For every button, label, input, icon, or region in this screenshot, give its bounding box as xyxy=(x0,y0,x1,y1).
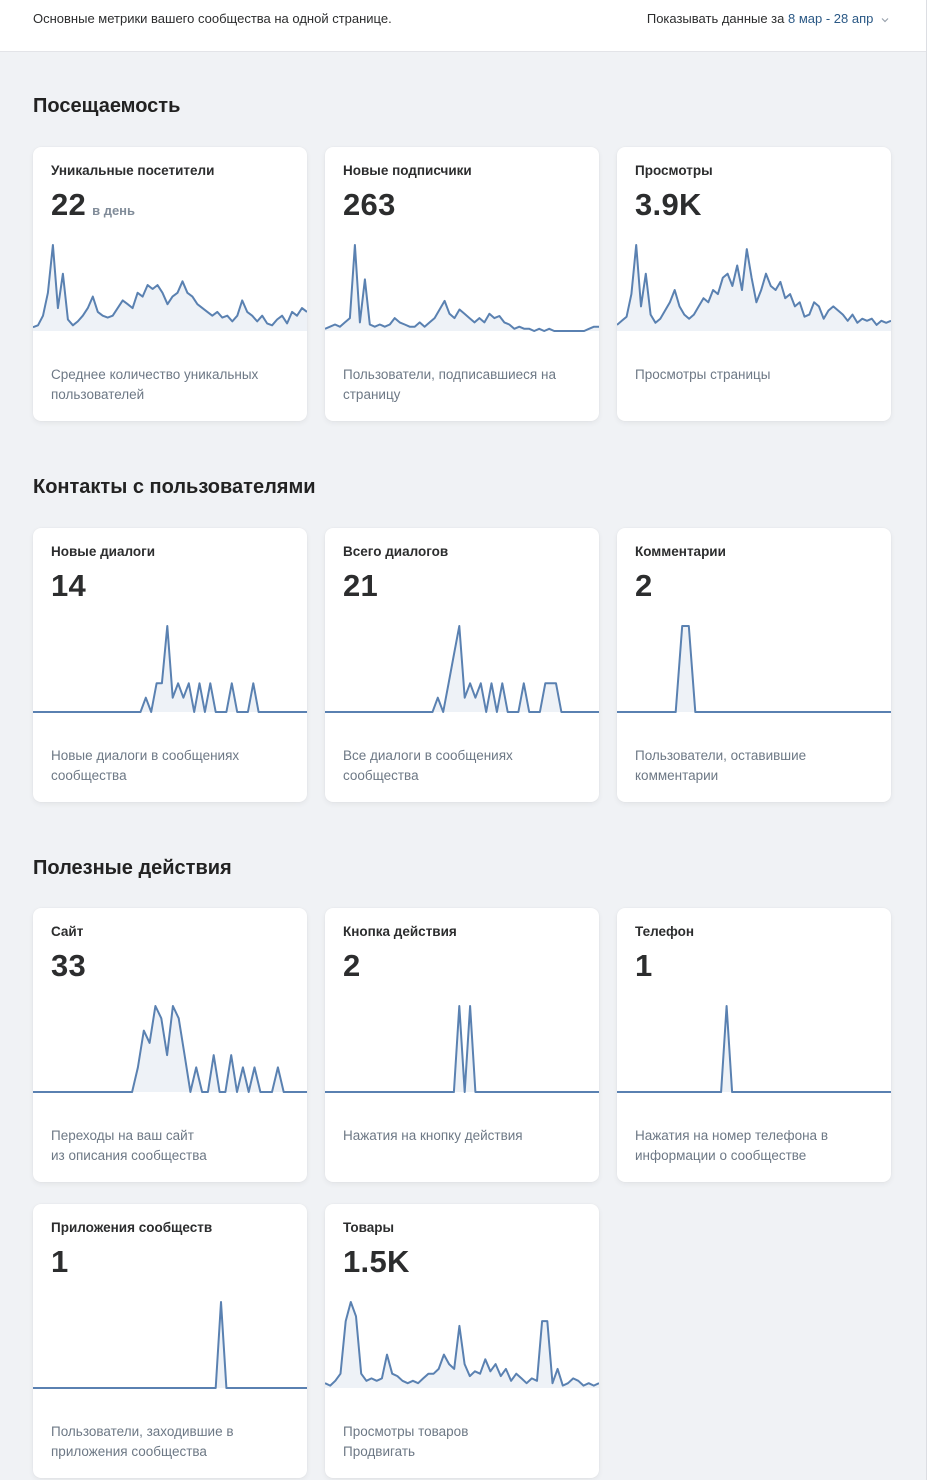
sparkline-line xyxy=(33,1301,307,1389)
metric-description: Переходы на ваш сайт из описания сообщест… xyxy=(51,1128,207,1163)
metric-description: Нажатия на номер телефона в информации о … xyxy=(635,1128,828,1163)
sparkline-chart xyxy=(33,1301,307,1389)
metric-title: Уникальные посетители xyxy=(51,163,215,178)
metric-card-comments[interactable]: Комментарии 2 Пользователи, оставившие ко… xyxy=(617,528,891,802)
section-title-contacts: Контакты с пользователями xyxy=(33,476,316,498)
sparkline-line xyxy=(325,1005,599,1093)
sparkline-line xyxy=(325,244,599,332)
period-range: 8 мар - 28 апр xyxy=(788,11,874,26)
sparkline-line xyxy=(325,625,599,713)
metric-title: Просмотры xyxy=(635,163,713,178)
metric-description: Все диалоги в сообщениях сообщества xyxy=(343,748,513,783)
metric-title: Всего диалогов xyxy=(343,544,449,559)
metric-value: 21 xyxy=(343,568,379,603)
period-selector[interactable]: Показывать данные за 8 мар - 28 апр xyxy=(647,11,890,26)
metric-card-phone[interactable]: Телефон 1 Нажатия на номер телефона в инф… xyxy=(617,908,891,1182)
metric-card-action-button[interactable]: Кнопка действия 2 Нажатия на кнопку дейс… xyxy=(325,908,599,1182)
metric-card-views[interactable]: Просмотры 3.9K Просмотры страницы xyxy=(617,147,891,421)
metric-value: 263 xyxy=(343,187,396,222)
section-title-attendance: Посещаемость xyxy=(33,95,181,117)
metric-title: Телефон xyxy=(635,924,695,939)
metric-value: 2 xyxy=(343,948,361,983)
metric-value: 1 xyxy=(635,948,653,983)
metric-value: 1.5K xyxy=(343,1244,410,1279)
metric-value: 22 в день xyxy=(51,187,136,222)
sparkline-chart xyxy=(617,1005,891,1093)
metric-value: 2 xyxy=(635,568,653,603)
metric-description: Пользователи, заходившие в приложения соо… xyxy=(51,1424,234,1459)
sparkline-chart xyxy=(325,1005,599,1093)
metric-description: Пользователи, оставившие комментарии xyxy=(635,748,807,783)
metric-title: Новые подписчики xyxy=(343,163,472,178)
sparkline-chart xyxy=(33,244,307,331)
metric-description: Просмотры товаров Продвигать xyxy=(343,1424,469,1459)
metric-card-products[interactable]: Товары 1.5K Просмотры товаров Продвигать xyxy=(325,1204,599,1478)
metric-title: Кнопка действия xyxy=(343,924,457,939)
sparkline-line xyxy=(617,1005,891,1093)
metric-card-total-dialogs[interactable]: Всего диалогов 21 Все диалоги в сообщени… xyxy=(325,528,599,802)
sparkline-line xyxy=(33,625,307,713)
metric-description: Пользователи, подписавшиеся на страницу xyxy=(343,367,556,402)
metric-description: Новые диалоги в сообщениях сообщества xyxy=(51,748,240,783)
sparkline-area xyxy=(617,245,891,331)
stats-description: Основные метрики вашего сообщества на од… xyxy=(33,11,392,26)
sparkline-area xyxy=(33,1006,307,1092)
metric-card-new-dialogs[interactable]: Новые диалоги 14 Новые диалоги в сообщен… xyxy=(33,528,307,802)
metric-value: 33 xyxy=(51,948,87,983)
metric-title: Сайт xyxy=(51,924,84,939)
sparkline-chart xyxy=(325,1301,599,1388)
period-label: Показывать данные за xyxy=(646,11,785,26)
sparkline-line xyxy=(325,1301,599,1387)
sparkline-chart xyxy=(617,244,891,331)
sparkline-chart xyxy=(33,625,307,713)
sparkline-line xyxy=(617,244,891,326)
page-scroll-edge xyxy=(926,0,930,1480)
chevron-down-icon xyxy=(881,17,889,22)
stats-header-bar: Основные метрики вашего сообщества на од… xyxy=(0,0,926,52)
metric-card-unique-visitors[interactable]: Уникальные посетители 22 в день Среднее к… xyxy=(33,147,307,421)
metric-description: Среднее количество уникальных пользовател… xyxy=(51,367,259,402)
sparkline-area xyxy=(617,1006,891,1092)
metric-value: 1 xyxy=(51,1244,69,1279)
metric-value: 14 xyxy=(51,568,87,603)
sparkline-area xyxy=(325,245,599,331)
sparkline-area xyxy=(617,626,891,712)
sparkline-area xyxy=(33,245,307,331)
section-title-useful-actions: Полезные действия xyxy=(33,857,232,879)
sparkline-area xyxy=(33,1302,307,1388)
sparkline-chart xyxy=(33,1005,307,1093)
metric-title: Товары xyxy=(343,1220,395,1235)
sparkline-line xyxy=(33,244,307,329)
sparkline-line xyxy=(617,625,891,713)
sparkline-chart xyxy=(325,625,599,713)
metric-card-site[interactable]: Сайт 33 Переходы на ваш сайт из описания … xyxy=(33,908,307,1182)
metric-card-community-apps[interactable]: Приложения сообществ 1 Пользователи, зах… xyxy=(33,1204,307,1478)
metric-description: Просмотры страницы xyxy=(635,367,771,382)
metric-value: 3.9K xyxy=(635,187,702,222)
sparkline-chart xyxy=(617,625,891,713)
metric-title: Приложения сообществ xyxy=(51,1220,213,1235)
metric-unit: в день xyxy=(92,203,136,218)
metric-title: Новые диалоги xyxy=(51,544,156,559)
sparkline-chart xyxy=(325,244,599,332)
metric-title: Комментарии xyxy=(635,544,726,559)
metric-description: Нажатия на кнопку действия xyxy=(343,1128,523,1143)
sparkline-line xyxy=(33,1005,307,1093)
metric-card-new-subscribers[interactable]: Новые подписчики 263 Пользователи, подпи… xyxy=(325,147,599,421)
